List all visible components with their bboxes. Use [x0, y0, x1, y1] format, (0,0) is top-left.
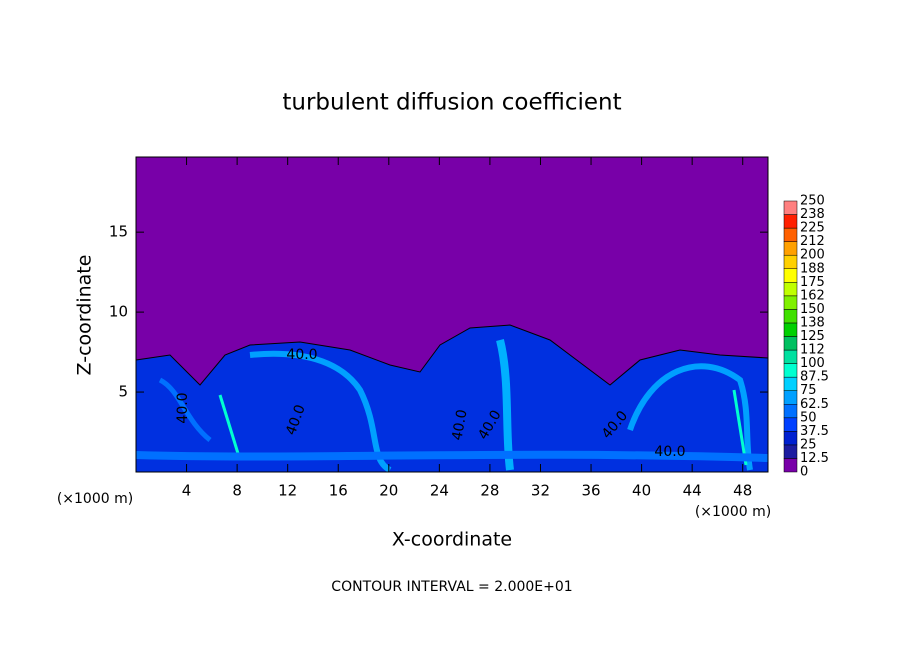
colorbar-swatch — [783, 336, 798, 351]
colorbar-label: 175 — [800, 275, 825, 290]
plume — [135, 450, 769, 462]
colorbar-label: 62.5 — [800, 397, 829, 412]
plume — [158, 377, 212, 442]
y-unit-label: (×1000 m) — [57, 491, 133, 507]
colorbar-swatch — [783, 404, 798, 419]
colorbar-label: 225 — [800, 221, 825, 236]
colorbar-swatch — [783, 295, 798, 310]
colorbar-swatch — [783, 390, 798, 405]
x-tick-label: 32 — [531, 482, 550, 500]
colorbar-swatch — [783, 309, 798, 324]
y-tick-label: 15 — [109, 223, 128, 241]
x-tick-label: 48 — [733, 482, 752, 500]
colorbar-label: 138 — [800, 315, 825, 330]
x-tick-label: 16 — [329, 482, 348, 500]
colorbar-label: 25 — [800, 437, 817, 452]
contour-label: 40.0 — [175, 392, 191, 423]
colorbar-swatch — [783, 200, 798, 215]
x-tick-label: 8 — [232, 482, 242, 500]
plot-frame — [135, 156, 769, 473]
turbulent-region — [135, 324, 769, 473]
colorbar-label: 238 — [800, 207, 825, 222]
x-tick-label: 12 — [278, 482, 297, 500]
colorbar-swatch — [783, 431, 798, 446]
colorbar-swatch — [783, 363, 798, 378]
colorbar-label: 0 — [800, 465, 808, 480]
x-tick-label: 24 — [430, 482, 449, 500]
plume — [732, 389, 748, 466]
colorbar-label: 250 — [800, 194, 825, 209]
colorbar-swatch — [783, 322, 798, 337]
colorbar-swatch — [783, 268, 798, 283]
colorbar-label: 12.5 — [800, 451, 829, 466]
colorbar-label: 162 — [800, 288, 825, 303]
x-tick-label: 36 — [581, 482, 600, 500]
colorbar-label: 200 — [800, 248, 825, 263]
plume — [218, 394, 242, 461]
colorbar-label: 150 — [800, 302, 825, 317]
colorbar-label: 188 — [800, 261, 825, 276]
colorbar-swatch — [783, 214, 798, 229]
x-axis-label: X-coordinate — [392, 529, 512, 551]
colorbar-swatch — [783, 254, 798, 269]
y-tick-label: 10 — [109, 303, 128, 321]
footer: CONTOUR INTERVAL = 2.000E+01 — [331, 579, 572, 595]
x-tick-label: 44 — [683, 482, 702, 500]
colorbar-swatch — [783, 282, 798, 297]
colorbar-swatch — [783, 227, 798, 242]
colorbar-label: 37.5 — [800, 424, 829, 439]
contour-label: 40.0 — [654, 444, 685, 460]
colorbar-label: 112 — [800, 343, 825, 358]
chart-title: turbulent diffusion coefficient — [282, 90, 621, 116]
y-axis-label: Z-coordinate — [74, 255, 96, 376]
plume — [627, 363, 753, 471]
contour-label: 40.0 — [286, 347, 317, 363]
colorbar-swatch — [783, 376, 798, 391]
x-tick-label: 20 — [379, 482, 398, 500]
colorbar-swatch — [783, 458, 798, 473]
colorbar-label: 75 — [800, 383, 817, 398]
colorbar-swatch — [783, 444, 798, 459]
x-tick-label: 4 — [182, 482, 192, 500]
field — [135, 157, 769, 473]
x-tick-label: 40 — [632, 482, 651, 500]
colorbar-label: 50 — [800, 410, 817, 425]
colorbar-label: 100 — [800, 356, 825, 371]
colorbar-label: 212 — [800, 234, 825, 249]
x-tick-label: 28 — [480, 482, 499, 500]
colorbar-swatch — [783, 241, 798, 256]
colorbar-swatch — [783, 417, 798, 432]
colorbar-label: 125 — [800, 329, 825, 344]
y-tick-label: 5 — [118, 383, 128, 401]
colorbar-label: 87.5 — [800, 370, 829, 385]
contour-label: 40.0 — [449, 408, 470, 441]
colorbar-swatch — [783, 349, 798, 364]
x-unit-label: (×1000 m) — [695, 504, 771, 520]
